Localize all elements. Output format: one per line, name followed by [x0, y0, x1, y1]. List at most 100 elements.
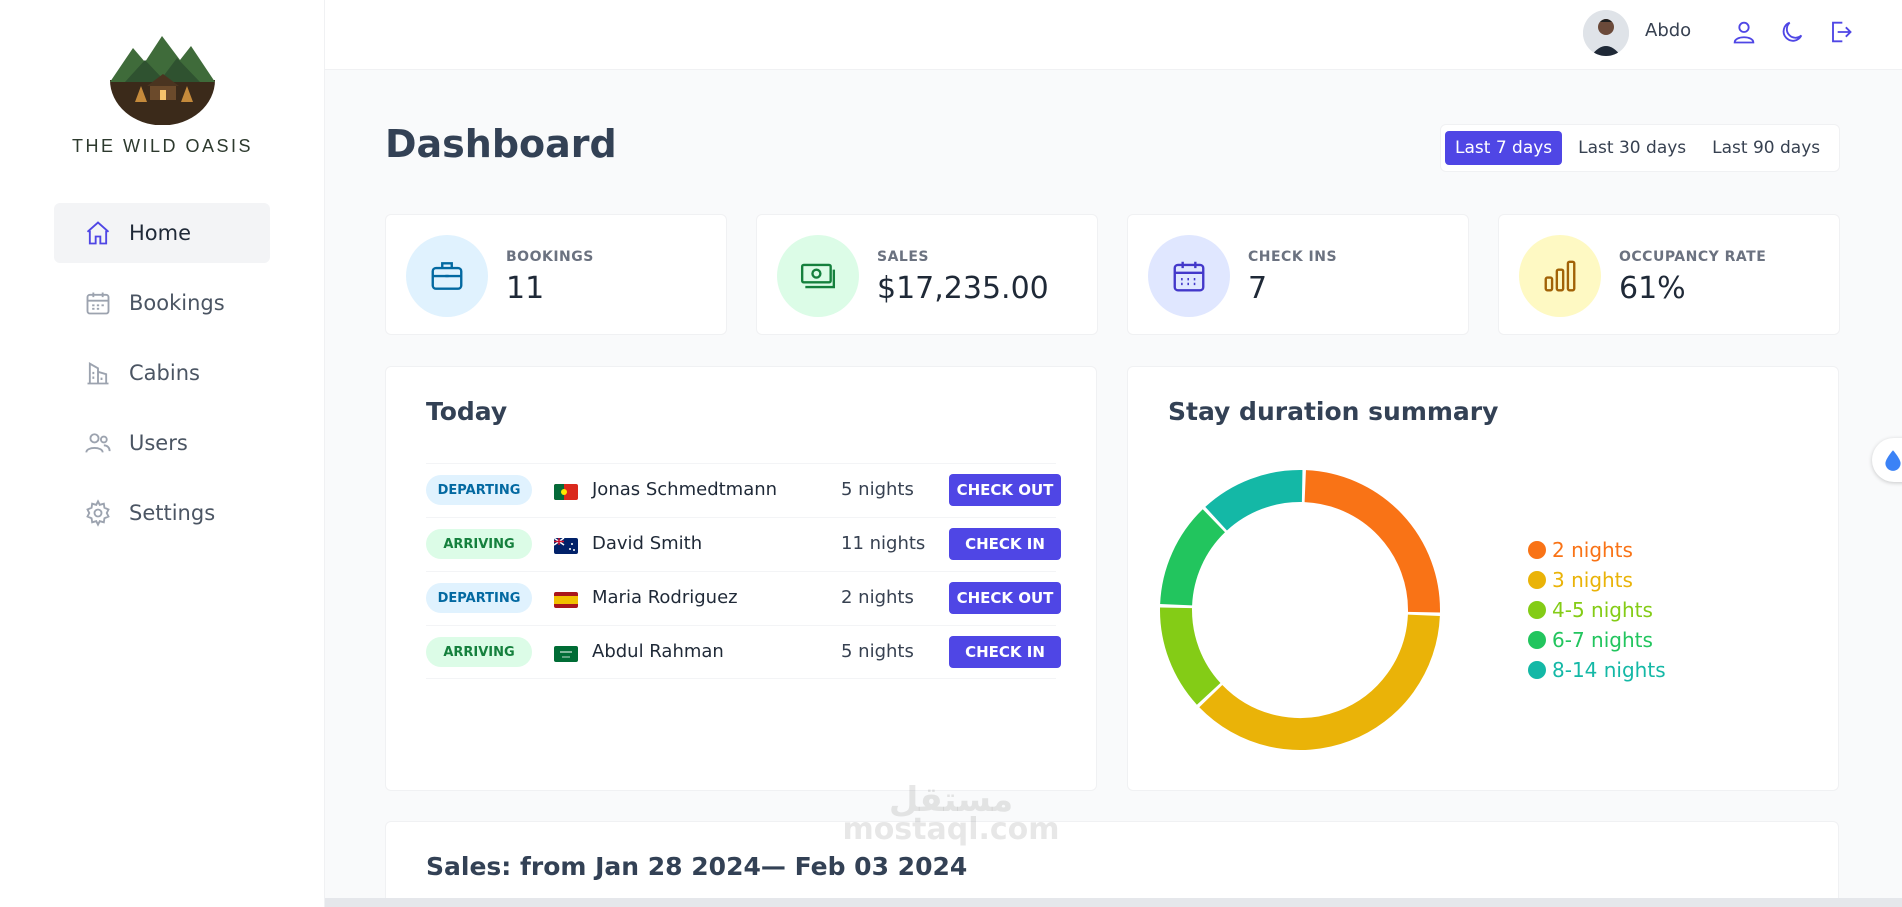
- legend-swatch: [1528, 601, 1546, 619]
- avatar[interactable]: [1583, 10, 1629, 56]
- sales-title: Sales: from Jan 28 2024— Feb 03 2024: [426, 852, 968, 881]
- briefcase-icon: [431, 262, 463, 290]
- status-badge: ARRIVING: [426, 529, 532, 559]
- sidebar-item-label: Home: [129, 221, 192, 245]
- filter-last-7-days[interactable]: Last 7 days: [1445, 131, 1563, 165]
- horizontal-scrollbar[interactable]: [325, 898, 1902, 907]
- legend-item: 3 nights: [1528, 565, 1666, 595]
- stat-value: $17,235.00: [877, 271, 1049, 306]
- legend-label: 4-5 nights: [1552, 598, 1653, 622]
- user-name: Abdo: [1645, 20, 1692, 41]
- legend-item: 6-7 nights: [1528, 625, 1666, 655]
- legend-label: 8-14 nights: [1552, 658, 1666, 682]
- status-badge: ARRIVING: [426, 637, 532, 667]
- banknotes-icon: [800, 263, 836, 289]
- stay-summary-title: Stay duration summary: [1168, 397, 1499, 426]
- stat-icon-circle: [1148, 235, 1230, 317]
- today-row: DEPARTING Maria Rodriguez 2 nights CHECK…: [426, 571, 1061, 625]
- sidebar-item-cabins[interactable]: Cabins: [54, 343, 270, 403]
- stat-sales: SALES $17,235.00: [756, 214, 1098, 335]
- stay-nights: 5 nights: [841, 641, 914, 662]
- legend-label: 2 nights: [1552, 538, 1633, 562]
- guest-name: Abdul Rahman: [592, 641, 724, 662]
- status-badge: DEPARTING: [426, 475, 532, 505]
- legend-label: 3 nights: [1552, 568, 1633, 592]
- sidebar-item-settings[interactable]: Settings: [54, 483, 270, 543]
- date-filter: Last 7 days Last 30 days Last 90 days: [1440, 124, 1840, 172]
- legend-swatch: [1528, 571, 1546, 589]
- legend-item: 4-5 nights: [1528, 595, 1666, 625]
- legend-item: 8-14 nights: [1528, 655, 1666, 685]
- sales-card: Sales: from Jan 28 2024— Feb 03 2024: [385, 821, 1839, 907]
- sidebar-item-label: Cabins: [129, 361, 200, 385]
- user-icon[interactable]: [1730, 18, 1758, 46]
- stat-label: BOOKINGS: [506, 249, 594, 265]
- today-title: Today: [426, 397, 508, 426]
- calendar-days-icon: [1173, 261, 1205, 292]
- today-row: ARRIVING Abdul Rahman 5 nights CHECK IN: [426, 625, 1061, 679]
- chart-bar-icon: [1544, 260, 1576, 292]
- stat-value: 7: [1248, 271, 1268, 306]
- gear-icon: [86, 499, 110, 527]
- spain-flag-icon: [554, 592, 578, 608]
- stat-icon-circle: [406, 235, 488, 317]
- stat-icon-circle: [1519, 235, 1601, 317]
- stay-nights: 5 nights: [841, 479, 914, 500]
- today-row: ARRIVING David Smith 11 nights CHECK IN: [426, 517, 1061, 571]
- sidebar-item-label: Settings: [129, 501, 216, 525]
- sidebar: THE WILD OASIS Home Bookings Cabins User…: [0, 0, 325, 907]
- wild-oasis-logo[interactable]: [105, 30, 220, 125]
- check-in-button[interactable]: CHECK IN: [949, 636, 1061, 668]
- check-out-button[interactable]: CHECK OUT: [949, 474, 1061, 506]
- today-card: Today DEPARTING Jonas Schmedtmann 5 nigh…: [385, 366, 1097, 791]
- stay-duration-donut-chart: [1160, 470, 1440, 750]
- today-row: DEPARTING Jonas Schmedtmann 5 nights CHE…: [426, 463, 1061, 517]
- stat-icon-circle: [777, 235, 859, 317]
- sidebar-nav: Home Bookings Cabins Users Settings: [54, 203, 270, 553]
- donut-slice-2-nights[interactable]: [1304, 470, 1440, 613]
- water-drop-icon: [1885, 450, 1901, 471]
- watermark: مستقل mostaql.com: [842, 780, 1060, 847]
- floating-widget-button[interactable]: [1872, 438, 1902, 482]
- logout-icon[interactable]: [1826, 18, 1854, 46]
- status-badge: DEPARTING: [426, 583, 532, 613]
- legend-swatch: [1528, 541, 1546, 559]
- stat-label: SALES: [877, 249, 929, 265]
- brand-name: THE WILD OASIS: [71, 136, 254, 156]
- guest-name: David Smith: [592, 533, 703, 554]
- sidebar-item-bookings[interactable]: Bookings: [54, 273, 270, 333]
- home-icon: [86, 221, 110, 245]
- users-icon: [85, 433, 111, 453]
- stay-nights: 2 nights: [841, 587, 914, 608]
- legend-label: 6-7 nights: [1552, 628, 1653, 652]
- legend-swatch: [1528, 631, 1546, 649]
- donut-slice-8-14-nights[interactable]: [1205, 470, 1303, 531]
- stat-occupancy-rate: OCCUPANCY RATE 61%: [1498, 214, 1840, 335]
- page-title: Dashboard: [385, 122, 617, 166]
- stat-label: OCCUPANCY RATE: [1619, 249, 1767, 265]
- sidebar-item-label: Bookings: [129, 291, 225, 315]
- moon-icon[interactable]: [1778, 18, 1806, 46]
- filter-last-30-days[interactable]: Last 30 days: [1578, 138, 1687, 158]
- stat-value: 11: [506, 271, 545, 306]
- portugal-flag-icon: [554, 484, 578, 500]
- check-out-button[interactable]: CHECK OUT: [949, 582, 1061, 614]
- filter-last-90-days[interactable]: Last 90 days: [1712, 138, 1821, 158]
- top-header: [325, 0, 1902, 70]
- building-icon: [87, 362, 109, 385]
- guest-name: Jonas Schmedtmann: [592, 479, 778, 500]
- stay-nights: 11 nights: [841, 533, 926, 554]
- stay-duration-card: Stay duration summary 2 nights 3 nights 4-…: [1127, 366, 1839, 791]
- stat-check-ins: CHECK INS 7: [1127, 214, 1469, 335]
- donut-slice-3-nights[interactable]: [1199, 614, 1440, 750]
- donut-slice-6-7-nights[interactable]: [1160, 509, 1226, 606]
- australia-flag-icon: [554, 538, 578, 554]
- sidebar-item-home[interactable]: Home: [54, 203, 270, 263]
- sidebar-item-users[interactable]: Users: [54, 413, 270, 473]
- stat-label: CHECK INS: [1248, 249, 1338, 265]
- check-in-button[interactable]: CHECK IN: [949, 528, 1061, 560]
- donut-slice-4-5-nights[interactable]: [1160, 607, 1221, 705]
- guest-name: Maria Rodriguez: [592, 587, 738, 608]
- stat-value: 61%: [1619, 271, 1686, 306]
- legend-item: 2 nights: [1528, 535, 1666, 565]
